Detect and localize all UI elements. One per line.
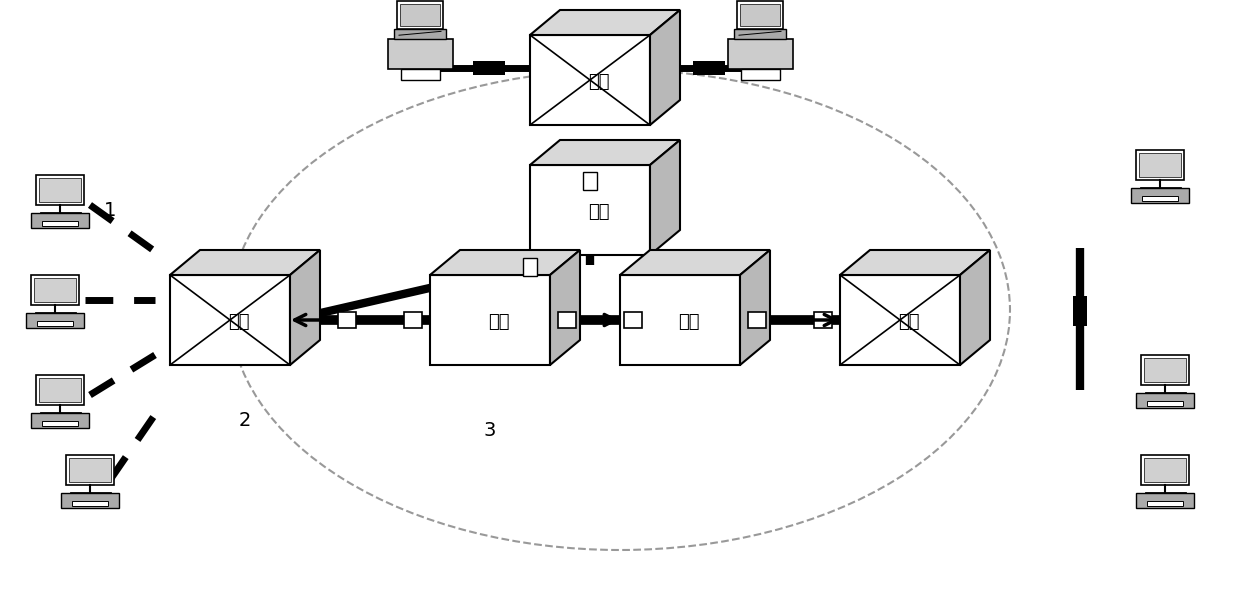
- Text: 边缘: 边缘: [588, 73, 610, 91]
- Bar: [728, 38, 792, 69]
- Bar: [1136, 393, 1194, 408]
- Bar: [693, 61, 725, 75]
- Polygon shape: [620, 250, 770, 275]
- Polygon shape: [650, 140, 680, 255]
- Bar: [740, 69, 780, 80]
- Polygon shape: [170, 250, 320, 275]
- Bar: [738, 1, 782, 29]
- Bar: [401, 4, 440, 26]
- Bar: [734, 29, 786, 38]
- Bar: [1143, 358, 1187, 382]
- Text: 核心: 核心: [678, 313, 699, 331]
- Bar: [42, 420, 78, 426]
- Bar: [401, 69, 439, 80]
- Polygon shape: [170, 275, 290, 365]
- Bar: [558, 312, 577, 328]
- Bar: [1138, 153, 1182, 177]
- Bar: [394, 29, 446, 38]
- Bar: [61, 493, 119, 508]
- Text: 核心: 核心: [588, 204, 610, 221]
- Text: 边缘: 边缘: [228, 313, 249, 331]
- Bar: [26, 313, 84, 328]
- Polygon shape: [551, 250, 580, 365]
- Bar: [1141, 355, 1189, 385]
- Bar: [740, 4, 780, 26]
- Bar: [36, 175, 84, 205]
- Bar: [72, 500, 108, 506]
- Bar: [397, 1, 443, 29]
- Polygon shape: [529, 10, 680, 35]
- Bar: [36, 375, 84, 405]
- Text: 边缘: 边缘: [898, 313, 920, 331]
- Bar: [583, 172, 596, 190]
- Polygon shape: [620, 275, 740, 365]
- Bar: [1131, 188, 1189, 203]
- Bar: [1141, 455, 1189, 485]
- Bar: [31, 275, 79, 305]
- Bar: [624, 312, 642, 328]
- Polygon shape: [839, 275, 960, 365]
- Polygon shape: [960, 250, 990, 365]
- Text: 3: 3: [484, 420, 496, 439]
- Bar: [33, 278, 77, 302]
- Polygon shape: [290, 250, 320, 365]
- Bar: [66, 455, 114, 485]
- Bar: [1136, 493, 1194, 508]
- Bar: [1147, 401, 1183, 406]
- Bar: [523, 258, 537, 276]
- Bar: [1073, 296, 1087, 326]
- Bar: [68, 458, 112, 482]
- Polygon shape: [529, 35, 650, 125]
- Bar: [37, 321, 73, 326]
- Bar: [42, 220, 78, 226]
- Bar: [472, 61, 505, 75]
- Bar: [1143, 458, 1187, 482]
- Text: 核心: 核心: [489, 313, 510, 331]
- Bar: [339, 312, 356, 328]
- Text: 2: 2: [239, 411, 252, 429]
- Polygon shape: [529, 165, 650, 255]
- Polygon shape: [839, 250, 990, 275]
- Bar: [404, 312, 422, 328]
- Bar: [38, 178, 82, 202]
- Polygon shape: [529, 140, 680, 165]
- Bar: [387, 38, 453, 69]
- Bar: [1147, 500, 1183, 506]
- Bar: [31, 413, 89, 428]
- Bar: [813, 312, 832, 328]
- Bar: [1136, 150, 1184, 180]
- Bar: [38, 378, 82, 402]
- Polygon shape: [430, 250, 580, 275]
- Bar: [31, 213, 89, 228]
- Bar: [1142, 195, 1178, 201]
- Polygon shape: [430, 275, 551, 365]
- Text: 1: 1: [104, 201, 117, 220]
- Polygon shape: [740, 250, 770, 365]
- Polygon shape: [650, 10, 680, 125]
- Bar: [748, 312, 766, 328]
